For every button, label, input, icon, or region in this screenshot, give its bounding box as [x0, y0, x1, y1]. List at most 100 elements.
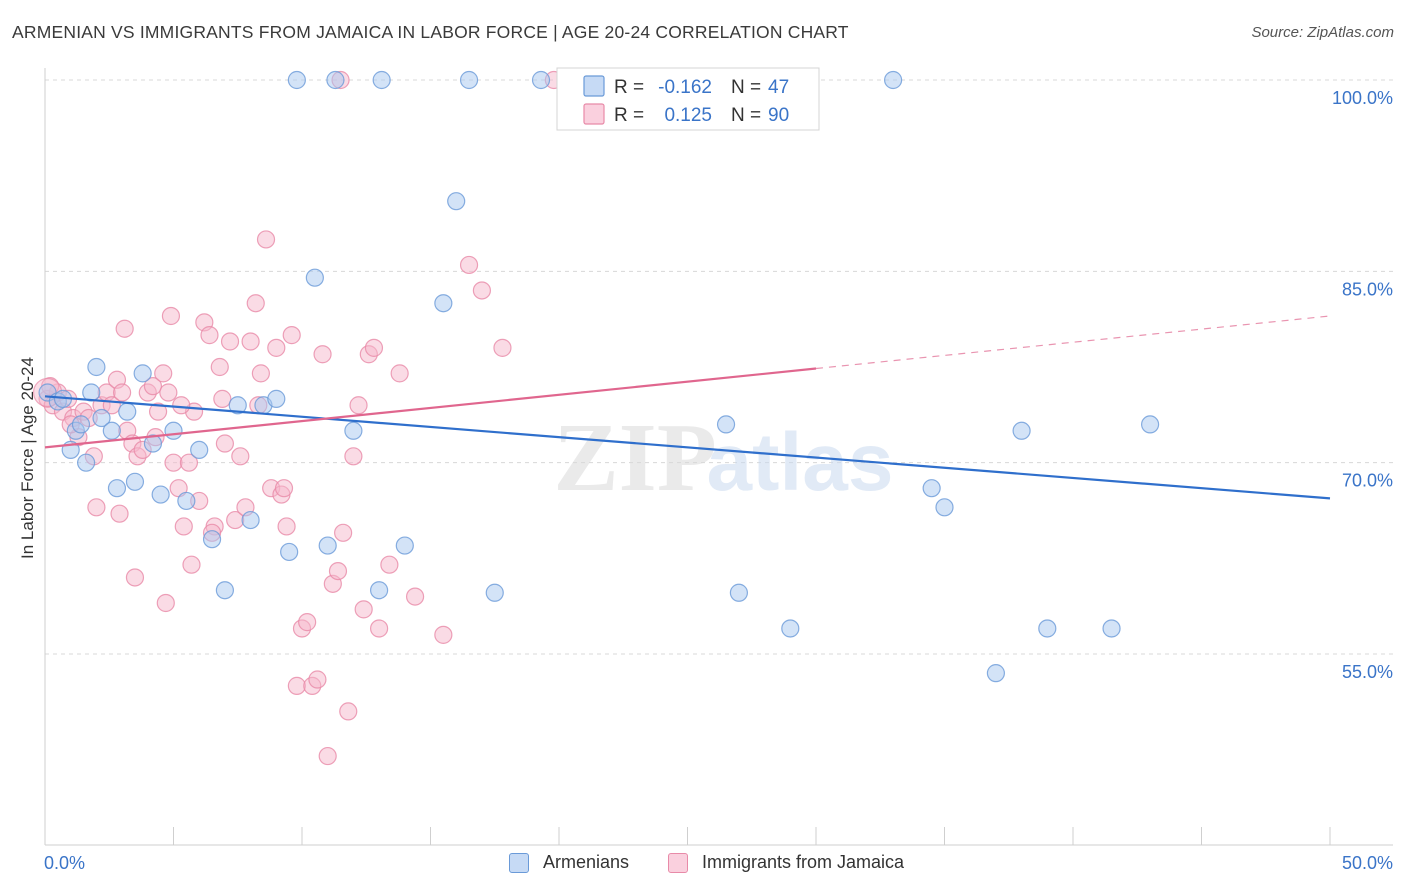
legend-stats-r-label-0: R =: [614, 77, 644, 98]
point-armenians-22: [228, 396, 247, 415]
point-armenians-6: [77, 453, 96, 472]
point-armenians-36: [716, 415, 736, 434]
point-jamaica-86: [156, 593, 175, 613]
point-jamaica-62: [354, 600, 373, 619]
legend-item-armenians[interactable]: Armenians: [509, 852, 629, 873]
point-armenians-25: [267, 389, 286, 408]
point-armenians-21: [215, 581, 234, 600]
point-armenians-34: [485, 583, 504, 602]
point-armenians-11: [107, 479, 127, 498]
point-jamaica-89: [274, 479, 294, 498]
legend-swatch-blue: [509, 852, 529, 873]
point-armenians-33: [459, 70, 479, 90]
point-jamaica-55: [318, 746, 337, 766]
trend-line-jamaica: [44, 367, 817, 449]
watermark: ZIP atlas: [553, 404, 893, 512]
point-jamaica-41: [246, 294, 265, 313]
point-jamaica-69: [434, 625, 453, 644]
point-armenians-12: [118, 402, 137, 421]
legend-stats-r-label-1: R =: [614, 105, 644, 126]
point-armenians-50: [447, 192, 466, 211]
point-armenians-47: [287, 70, 306, 90]
point-armenians-28: [318, 536, 337, 555]
point-jamaica-47: [277, 517, 296, 536]
point-jamaica-27: [174, 517, 193, 536]
point-jamaica-58: [334, 523, 353, 542]
legend-stats: R = -0.162 N = 47 R = 0.125 N = 90: [556, 67, 820, 131]
watermark-zip: ZIP: [553, 404, 716, 512]
x-tick-label-0: 0.0%: [44, 853, 85, 873]
legend-stats-n-label-1: N =: [731, 105, 761, 126]
point-jamaica-65: [370, 619, 389, 638]
y-tick-label-0: 55.0%: [1342, 662, 1393, 682]
point-jamaica-66: [380, 555, 399, 574]
point-armenians-23: [241, 510, 260, 530]
points-armenians: [38, 70, 1160, 683]
legend-label-jamaica: Immigrants from Jamaica: [702, 852, 905, 872]
point-armenians-38: [781, 619, 800, 638]
legend-stats-n-value-1: 90: [768, 105, 789, 126]
grid-lines: [45, 79, 1393, 655]
point-armenians-37: [729, 583, 749, 602]
point-armenians-9: [92, 408, 111, 428]
point-armenians-27: [305, 268, 324, 287]
point-jamaica-53: [308, 670, 327, 689]
point-jamaica-23: [154, 364, 173, 383]
point-armenians-49: [372, 70, 391, 90]
point-jamaica-38: [231, 447, 250, 466]
point-jamaica-48: [282, 326, 301, 345]
point-armenians-18: [177, 491, 196, 511]
watermark-atlas: atlas: [707, 417, 894, 508]
point-jamaica-87: [125, 568, 145, 587]
legend-stats-r-value-0: -0.162: [658, 77, 712, 98]
point-armenians-20: [202, 530, 222, 549]
point-armenians-26: [280, 542, 299, 562]
x-tick-label-1: 50.0%: [1342, 853, 1393, 873]
point-armenians-39: [883, 70, 903, 90]
trend-line-jamaica-extension: [815, 315, 1331, 370]
point-jamaica-73: [115, 319, 134, 338]
point-jamaica-70: [459, 255, 479, 275]
legend-item-jamaica[interactable]: Immigrants from Jamaica: [668, 852, 904, 873]
legend-label-armenians: Armenians: [543, 852, 630, 872]
point-jamaica-45: [267, 338, 286, 357]
point-armenians-19: [190, 440, 209, 460]
point-jamaica-60: [344, 447, 363, 466]
point-armenians-10: [102, 421, 121, 440]
point-jamaica-24: [159, 383, 178, 402]
point-jamaica-88: [182, 555, 201, 574]
point-armenians-41: [935, 498, 954, 517]
point-jamaica-75: [172, 396, 191, 415]
point-jamaica-25: [164, 453, 183, 472]
axes: [44, 68, 1393, 846]
point-armenians-29: [344, 421, 363, 440]
point-jamaica-35: [215, 434, 234, 453]
point-jamaica-22: [148, 402, 168, 421]
chart-title: ARMENIAN VS IMMIGRANTS FROM JAMAICA IN L…: [12, 22, 849, 42]
trend-lines: [44, 315, 1331, 500]
point-armenians-5: [71, 415, 91, 434]
point-jamaica-40: [241, 332, 260, 351]
point-armenians-13: [125, 472, 145, 491]
legend-stats-n-value-0: 47: [768, 77, 789, 98]
point-jamaica-21: [143, 377, 163, 396]
legend-stats-swatch-0: [583, 75, 605, 97]
legend-bottom: Armenians Immigrants from Jamaica: [0, 852, 1406, 878]
point-armenians-14: [133, 364, 152, 383]
point-armenians-32: [434, 294, 453, 313]
point-jamaica-32: [200, 326, 219, 345]
point-armenians-40: [922, 479, 941, 498]
point-jamaica-68: [405, 587, 425, 606]
tick-labels: 55.0% 70.0% 85.0% 100.0% 0.0% 50.0%: [44, 88, 1393, 873]
point-armenians-43: [1012, 421, 1031, 440]
point-jamaica-59: [339, 702, 358, 721]
point-armenians-51: [531, 70, 551, 90]
y-tick-label-3: 100.0%: [1332, 88, 1393, 108]
point-jamaica-28: [179, 453, 199, 472]
point-armenians-31: [395, 536, 414, 555]
point-armenians-45: [1102, 619, 1121, 638]
point-jamaica-76: [213, 389, 232, 408]
point-armenians-42: [986, 664, 1006, 683]
point-armenians-46: [1140, 415, 1160, 434]
legend-stats-r-value-1: 0.125: [664, 105, 712, 126]
